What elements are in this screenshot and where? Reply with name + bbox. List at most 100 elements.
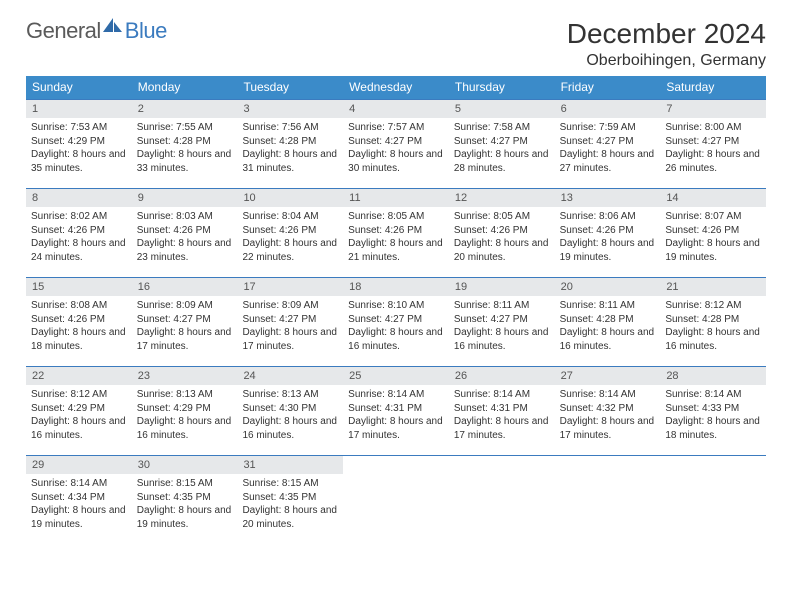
- sunrise-line: Sunrise: 8:15 AM: [242, 477, 338, 491]
- cell-body: Sunrise: 8:12 AMSunset: 4:28 PMDaylight:…: [660, 296, 766, 357]
- calendar-cell: 9Sunrise: 8:03 AMSunset: 4:26 PMDaylight…: [132, 189, 238, 277]
- cell-body: Sunrise: 7:57 AMSunset: 4:27 PMDaylight:…: [343, 118, 449, 179]
- calendar-cell: 31Sunrise: 8:15 AMSunset: 4:35 PMDayligh…: [237, 456, 343, 544]
- day-number: 21: [660, 278, 766, 296]
- cell-body: Sunrise: 8:03 AMSunset: 4:26 PMDaylight:…: [132, 207, 238, 268]
- sunset-line: Sunset: 4:26 PM: [31, 313, 127, 327]
- sunrise-line: Sunrise: 7:58 AM: [454, 121, 550, 135]
- sunrise-line: Sunrise: 7:56 AM: [242, 121, 338, 135]
- day-number: 30: [132, 456, 238, 474]
- calendar: Sunday Monday Tuesday Wednesday Thursday…: [26, 76, 766, 544]
- day-number: 15: [26, 278, 132, 296]
- day-number: 25: [343, 367, 449, 385]
- day-header-thursday: Thursday: [449, 76, 555, 99]
- daylight-line: Daylight: 8 hours and 16 minutes.: [137, 415, 233, 442]
- sunset-line: Sunset: 4:27 PM: [454, 313, 550, 327]
- calendar-cell: [555, 456, 661, 544]
- page-subtitle: Oberboihingen, Germany: [567, 52, 766, 70]
- sunrise-line: Sunrise: 8:13 AM: [137, 388, 233, 402]
- day-number: 16: [132, 278, 238, 296]
- sunset-line: Sunset: 4:33 PM: [665, 402, 761, 416]
- calendar-cell: 20Sunrise: 8:11 AMSunset: 4:28 PMDayligh…: [555, 278, 661, 366]
- daylight-line: Daylight: 8 hours and 33 minutes.: [137, 148, 233, 175]
- sunset-line: Sunset: 4:27 PM: [454, 135, 550, 149]
- daylight-line: Daylight: 8 hours and 16 minutes.: [31, 415, 127, 442]
- sunrise-line: Sunrise: 8:03 AM: [137, 210, 233, 224]
- daylight-line: Daylight: 8 hours and 19 minutes.: [560, 237, 656, 264]
- sunset-line: Sunset: 4:28 PM: [137, 135, 233, 149]
- cell-body: Sunrise: 8:14 AMSunset: 4:31 PMDaylight:…: [449, 385, 555, 446]
- daylight-line: Daylight: 8 hours and 23 minutes.: [137, 237, 233, 264]
- calendar-cell: 11Sunrise: 8:05 AMSunset: 4:26 PMDayligh…: [343, 189, 449, 277]
- calendar-cell: 29Sunrise: 8:14 AMSunset: 4:34 PMDayligh…: [26, 456, 132, 544]
- sunset-line: Sunset: 4:29 PM: [31, 135, 127, 149]
- week-row: 8Sunrise: 8:02 AMSunset: 4:26 PMDaylight…: [26, 188, 766, 277]
- sunset-line: Sunset: 4:29 PM: [31, 402, 127, 416]
- calendar-cell: 7Sunrise: 8:00 AMSunset: 4:27 PMDaylight…: [660, 100, 766, 188]
- sunset-line: Sunset: 4:27 PM: [348, 135, 444, 149]
- logo: General Blue: [26, 18, 167, 44]
- cell-body: Sunrise: 8:14 AMSunset: 4:33 PMDaylight:…: [660, 385, 766, 446]
- sunset-line: Sunset: 4:35 PM: [137, 491, 233, 505]
- day-header-saturday: Saturday: [660, 76, 766, 99]
- sunrise-line: Sunrise: 8:09 AM: [137, 299, 233, 313]
- cell-body: Sunrise: 7:58 AMSunset: 4:27 PMDaylight:…: [449, 118, 555, 179]
- sunset-line: Sunset: 4:26 PM: [137, 224, 233, 238]
- daylight-line: Daylight: 8 hours and 31 minutes.: [242, 148, 338, 175]
- day-number: 12: [449, 189, 555, 207]
- calendar-cell: 30Sunrise: 8:15 AMSunset: 4:35 PMDayligh…: [132, 456, 238, 544]
- day-number: 8: [26, 189, 132, 207]
- daylight-line: Daylight: 8 hours and 17 minutes.: [137, 326, 233, 353]
- daylight-line: Daylight: 8 hours and 30 minutes.: [348, 148, 444, 175]
- day-number: 10: [237, 189, 343, 207]
- day-number: 4: [343, 100, 449, 118]
- logo-sail-icon: [101, 16, 123, 34]
- sunrise-line: Sunrise: 8:14 AM: [454, 388, 550, 402]
- day-header-sunday: Sunday: [26, 76, 132, 99]
- calendar-cell: 1Sunrise: 7:53 AMSunset: 4:29 PMDaylight…: [26, 100, 132, 188]
- day-header-tuesday: Tuesday: [237, 76, 343, 99]
- calendar-cell: 24Sunrise: 8:13 AMSunset: 4:30 PMDayligh…: [237, 367, 343, 455]
- sunset-line: Sunset: 4:27 PM: [665, 135, 761, 149]
- daylight-line: Daylight: 8 hours and 28 minutes.: [454, 148, 550, 175]
- cell-body: Sunrise: 8:12 AMSunset: 4:29 PMDaylight:…: [26, 385, 132, 446]
- sunset-line: Sunset: 4:26 PM: [454, 224, 550, 238]
- sunrise-line: Sunrise: 8:09 AM: [242, 299, 338, 313]
- calendar-cell: 26Sunrise: 8:14 AMSunset: 4:31 PMDayligh…: [449, 367, 555, 455]
- daylight-line: Daylight: 8 hours and 16 minutes.: [242, 415, 338, 442]
- calendar-cell: 17Sunrise: 8:09 AMSunset: 4:27 PMDayligh…: [237, 278, 343, 366]
- cell-body: Sunrise: 8:11 AMSunset: 4:28 PMDaylight:…: [555, 296, 661, 357]
- sunrise-line: Sunrise: 8:02 AM: [31, 210, 127, 224]
- calendar-cell: 13Sunrise: 8:06 AMSunset: 4:26 PMDayligh…: [555, 189, 661, 277]
- daylight-line: Daylight: 8 hours and 21 minutes.: [348, 237, 444, 264]
- day-number: 31: [237, 456, 343, 474]
- daylight-line: Daylight: 8 hours and 17 minutes.: [348, 415, 444, 442]
- day-number: 11: [343, 189, 449, 207]
- sunset-line: Sunset: 4:32 PM: [560, 402, 656, 416]
- sunset-line: Sunset: 4:26 PM: [242, 224, 338, 238]
- daylight-line: Daylight: 8 hours and 16 minutes.: [560, 326, 656, 353]
- sunrise-line: Sunrise: 7:55 AM: [137, 121, 233, 135]
- cell-body: Sunrise: 8:06 AMSunset: 4:26 PMDaylight:…: [555, 207, 661, 268]
- calendar-cell: [343, 456, 449, 544]
- sunrise-line: Sunrise: 8:06 AM: [560, 210, 656, 224]
- daylight-line: Daylight: 8 hours and 17 minutes.: [242, 326, 338, 353]
- calendar-cell: 4Sunrise: 7:57 AMSunset: 4:27 PMDaylight…: [343, 100, 449, 188]
- calendar-cell: 28Sunrise: 8:14 AMSunset: 4:33 PMDayligh…: [660, 367, 766, 455]
- day-header-monday: Monday: [132, 76, 238, 99]
- cell-body: Sunrise: 8:07 AMSunset: 4:26 PMDaylight:…: [660, 207, 766, 268]
- calendar-cell: 2Sunrise: 7:55 AMSunset: 4:28 PMDaylight…: [132, 100, 238, 188]
- calendar-cell: 6Sunrise: 7:59 AMSunset: 4:27 PMDaylight…: [555, 100, 661, 188]
- calendar-cell: 25Sunrise: 8:14 AMSunset: 4:31 PMDayligh…: [343, 367, 449, 455]
- day-headers: Sunday Monday Tuesday Wednesday Thursday…: [26, 76, 766, 99]
- day-number: 28: [660, 367, 766, 385]
- daylight-line: Daylight: 8 hours and 19 minutes.: [665, 237, 761, 264]
- day-number: 14: [660, 189, 766, 207]
- sunset-line: Sunset: 4:26 PM: [348, 224, 444, 238]
- day-number: [555, 456, 661, 474]
- cell-body: Sunrise: 7:53 AMSunset: 4:29 PMDaylight:…: [26, 118, 132, 179]
- cell-body: Sunrise: 8:15 AMSunset: 4:35 PMDaylight:…: [237, 474, 343, 535]
- day-number: 6: [555, 100, 661, 118]
- sunset-line: Sunset: 4:31 PM: [348, 402, 444, 416]
- header: General Blue December 2024 Oberboihingen…: [26, 18, 766, 70]
